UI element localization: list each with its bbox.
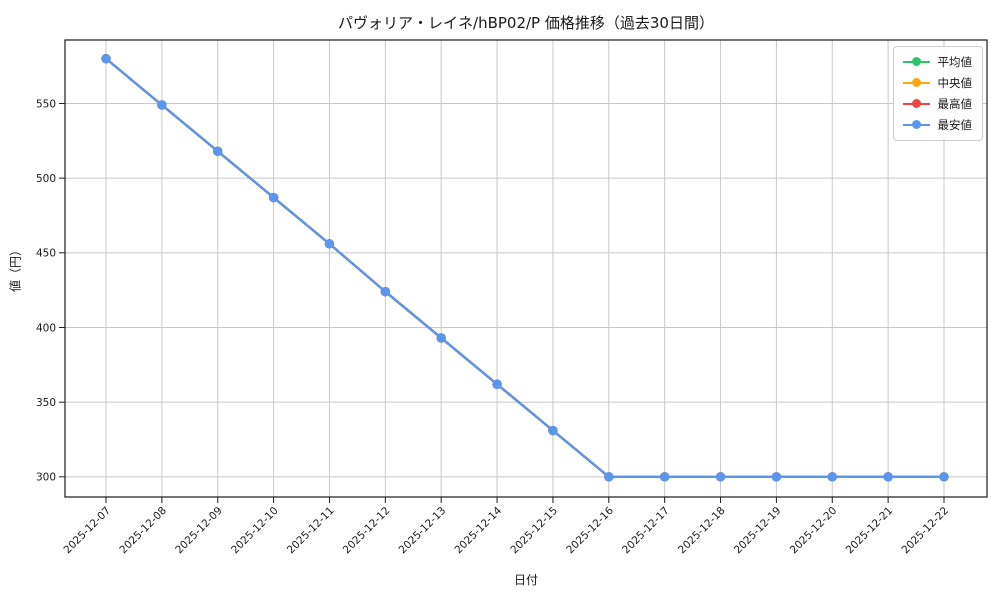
x-tick-label: 2025-12-21	[844, 505, 896, 557]
x-tick-label: 2025-12-07	[61, 505, 113, 557]
series-line	[104, 57, 946, 478]
x-tick-label: 2025-12-20	[788, 505, 840, 557]
chart-title: パヴォリア・レイネ/hBP02/P 価格推移（過去30日間）	[338, 14, 714, 32]
x-tick-label: 2025-12-18	[676, 505, 728, 557]
series-line	[104, 57, 946, 478]
x-tick-label: 2025-12-19	[732, 505, 784, 557]
data-point-marker	[157, 100, 167, 110]
data-point-marker	[827, 472, 837, 482]
x-axis-label: 日付	[513, 573, 538, 587]
x-tick-label: 2025-12-09	[173, 505, 225, 557]
data-point-marker	[492, 379, 502, 389]
legend-label: 最高値	[937, 97, 973, 111]
y-tick-label: 350	[36, 397, 56, 409]
data-point-marker	[604, 472, 614, 482]
legend-dot-icon	[911, 120, 921, 130]
x-tick-label: 2025-12-16	[564, 504, 616, 556]
axes-frame	[64, 39, 988, 498]
x-tick-label: 2025-12-13	[397, 505, 449, 557]
x-tick-label: 2025-12-22	[899, 505, 951, 557]
data-point-marker	[436, 333, 446, 343]
data-point-marker	[659, 472, 670, 482]
data-point-marker	[548, 425, 558, 436]
legend-marker	[902, 120, 930, 130]
legend-item: 中央値	[902, 75, 973, 91]
legend-label: 中央値	[937, 76, 973, 90]
legend-item: 最安値	[902, 117, 973, 133]
y-axis-label: 値（円）	[8, 243, 23, 293]
legend-marker	[902, 99, 930, 109]
legend-label: 平均値	[937, 55, 973, 69]
data-point-marker	[380, 286, 391, 297]
legend-item: 最高値	[902, 96, 973, 112]
legend-item: 平均値	[902, 54, 973, 70]
data-point-marker	[771, 472, 782, 482]
data-point-marker	[883, 472, 893, 482]
x-tick-label: 2025-12-08	[117, 505, 169, 557]
legend-label: 最安値	[937, 118, 973, 132]
x-tick-label: 2025-12-12	[341, 505, 393, 557]
legend-dot-icon	[911, 78, 921, 88]
y-tick-label: 550	[36, 98, 56, 110]
data-point-marker	[268, 192, 279, 203]
series-line	[104, 57, 946, 478]
y-tick-label: 400	[36, 322, 56, 334]
data-point-marker	[101, 53, 111, 64]
x-tick-label: 2025-12-15	[508, 505, 560, 557]
x-tick-label: 2025-12-17	[620, 505, 672, 557]
legend-marker	[902, 57, 930, 67]
y-tick-label: 450	[36, 248, 56, 260]
y-tick-label: 500	[36, 173, 56, 185]
x-tick-label: 2025-12-14	[453, 504, 505, 556]
x-tick-label: 2025-12-10	[229, 505, 281, 557]
data-point-marker	[324, 239, 335, 249]
legend-marker	[902, 78, 930, 88]
legend: 平均値中央値最高値最安値	[892, 46, 983, 141]
y-tick-label: 300	[36, 472, 56, 484]
series-line	[104, 57, 946, 478]
x-tick-label: 2025-12-11	[285, 505, 337, 557]
data-point-marker	[939, 472, 949, 482]
data-point-marker	[715, 472, 726, 482]
legend-dot-icon	[911, 57, 921, 67]
data-point-marker	[213, 146, 223, 156]
legend-dot-icon	[911, 99, 921, 109]
